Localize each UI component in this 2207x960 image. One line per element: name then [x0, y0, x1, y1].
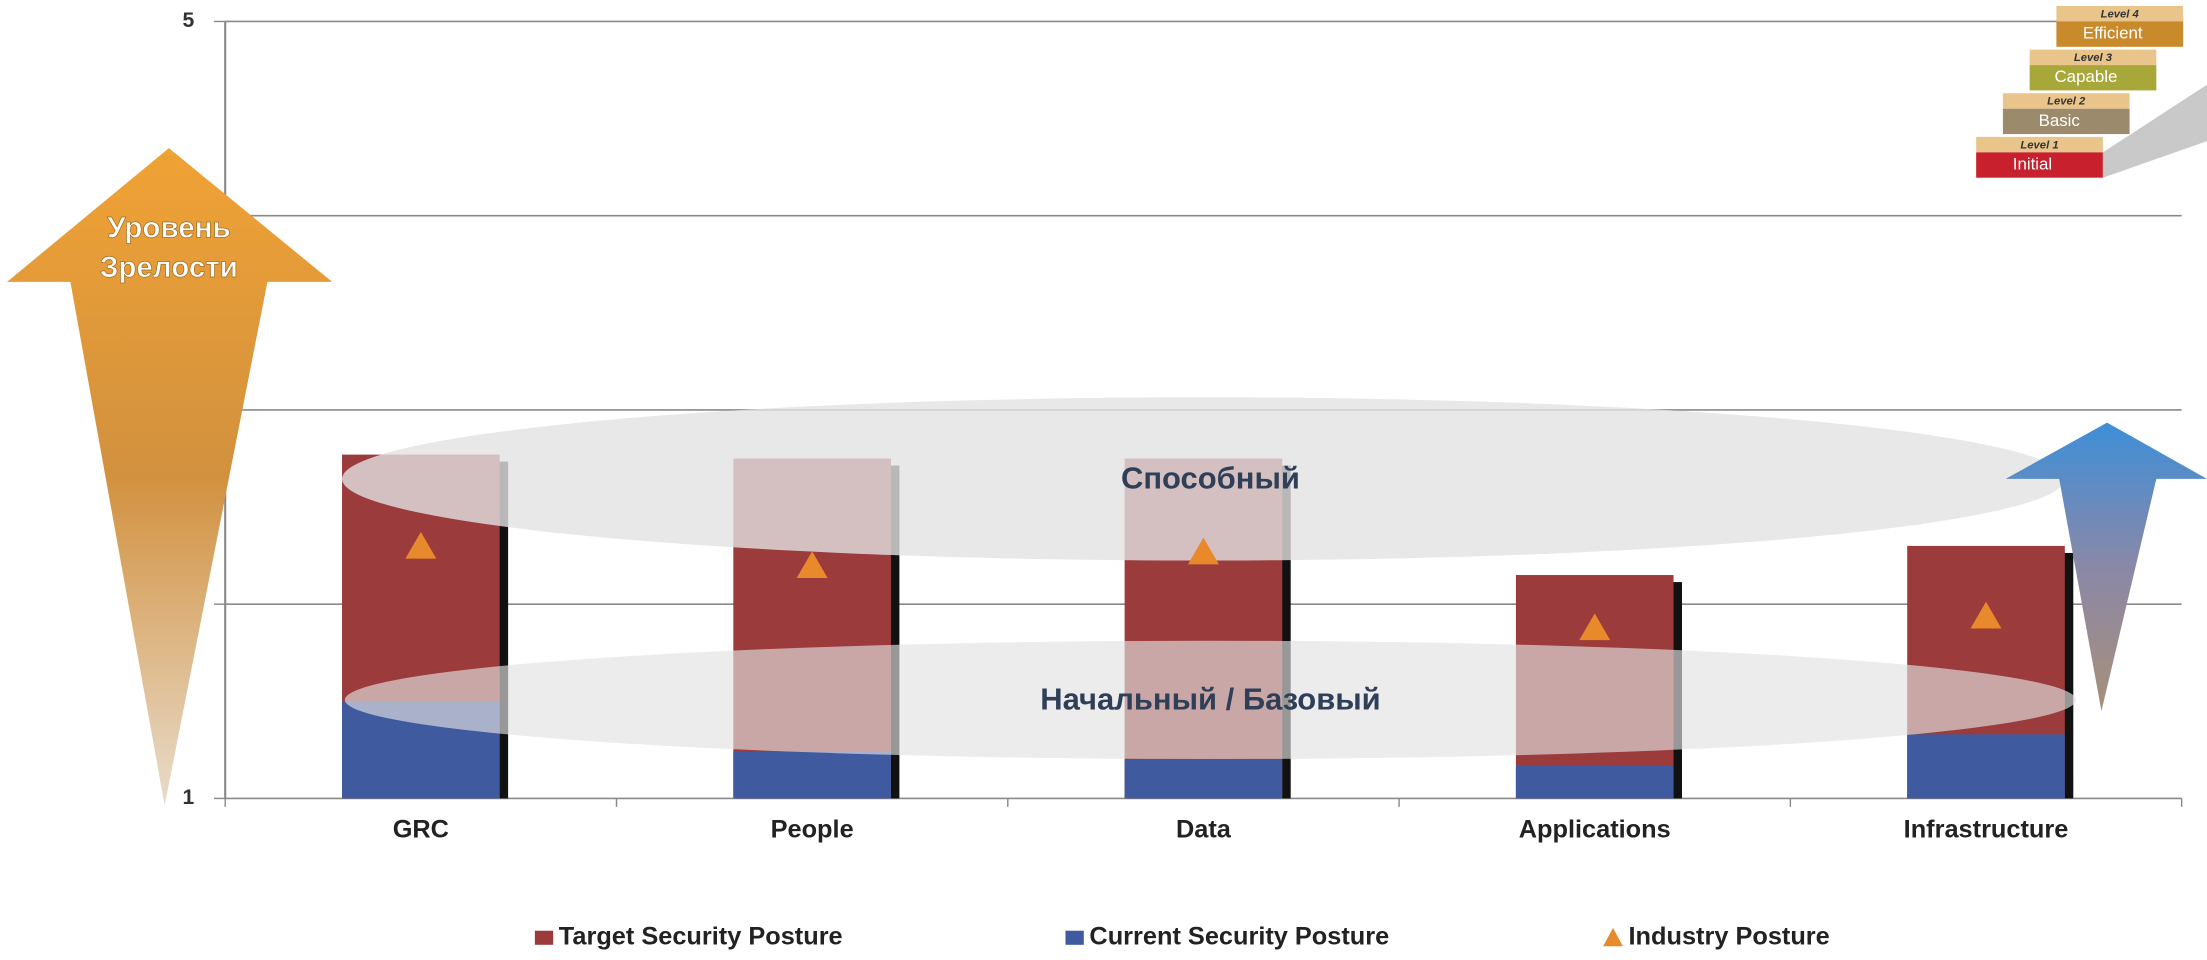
y-tick-label: 1: [182, 786, 194, 809]
maturity-arrow: [7, 148, 332, 805]
step-name: Initial: [2013, 154, 2052, 173]
legend-label: Industry Posture: [1629, 922, 1830, 950]
step-level: Level 4: [2101, 8, 2140, 20]
x-tick-label: Applications: [1519, 815, 1671, 843]
zone-label: Начальный / Базовый: [1040, 681, 1380, 716]
step-level: Level 1: [2020, 139, 2058, 151]
legend-swatch: [1603, 928, 1623, 946]
arrow-label: Уровень: [107, 212, 231, 245]
step-level: Level 3: [2074, 52, 2113, 64]
chart: 12345GRCPeopleDataApplicationsInfrastruc…: [0, 0, 2207, 955]
legend-swatch: [1065, 931, 1083, 945]
x-tick-label: GRC: [393, 815, 449, 843]
arrow-label: Зрелости: [100, 251, 238, 284]
step-name: Efficient: [2083, 24, 2143, 43]
bar: [1125, 760, 1283, 799]
legend: Target Security Posture Current Security …: [535, 922, 1830, 950]
step-name: Basic: [2039, 111, 2080, 130]
zone-label: Способный: [1121, 460, 1300, 495]
y-tick-label: 5: [182, 9, 194, 32]
bar: [1907, 734, 2065, 798]
x-tick-label: Infrastructure: [1904, 815, 2069, 843]
bar: [1516, 765, 1674, 798]
legend-swatch: [535, 931, 553, 945]
x-tick-label: Data: [1176, 815, 1232, 843]
legend-label: Target Security Posture: [559, 922, 843, 950]
step-name: Capable: [2055, 67, 2118, 86]
step-level: Level 2: [2047, 96, 2086, 108]
legend-label: Current Security Posture: [1089, 922, 1389, 950]
maturity-staircase: Level 1 Initial Level 2 Basic Level 3 Capable…: [1976, 6, 2207, 178]
x-tick-label: People: [771, 815, 854, 843]
bar: [733, 752, 891, 799]
